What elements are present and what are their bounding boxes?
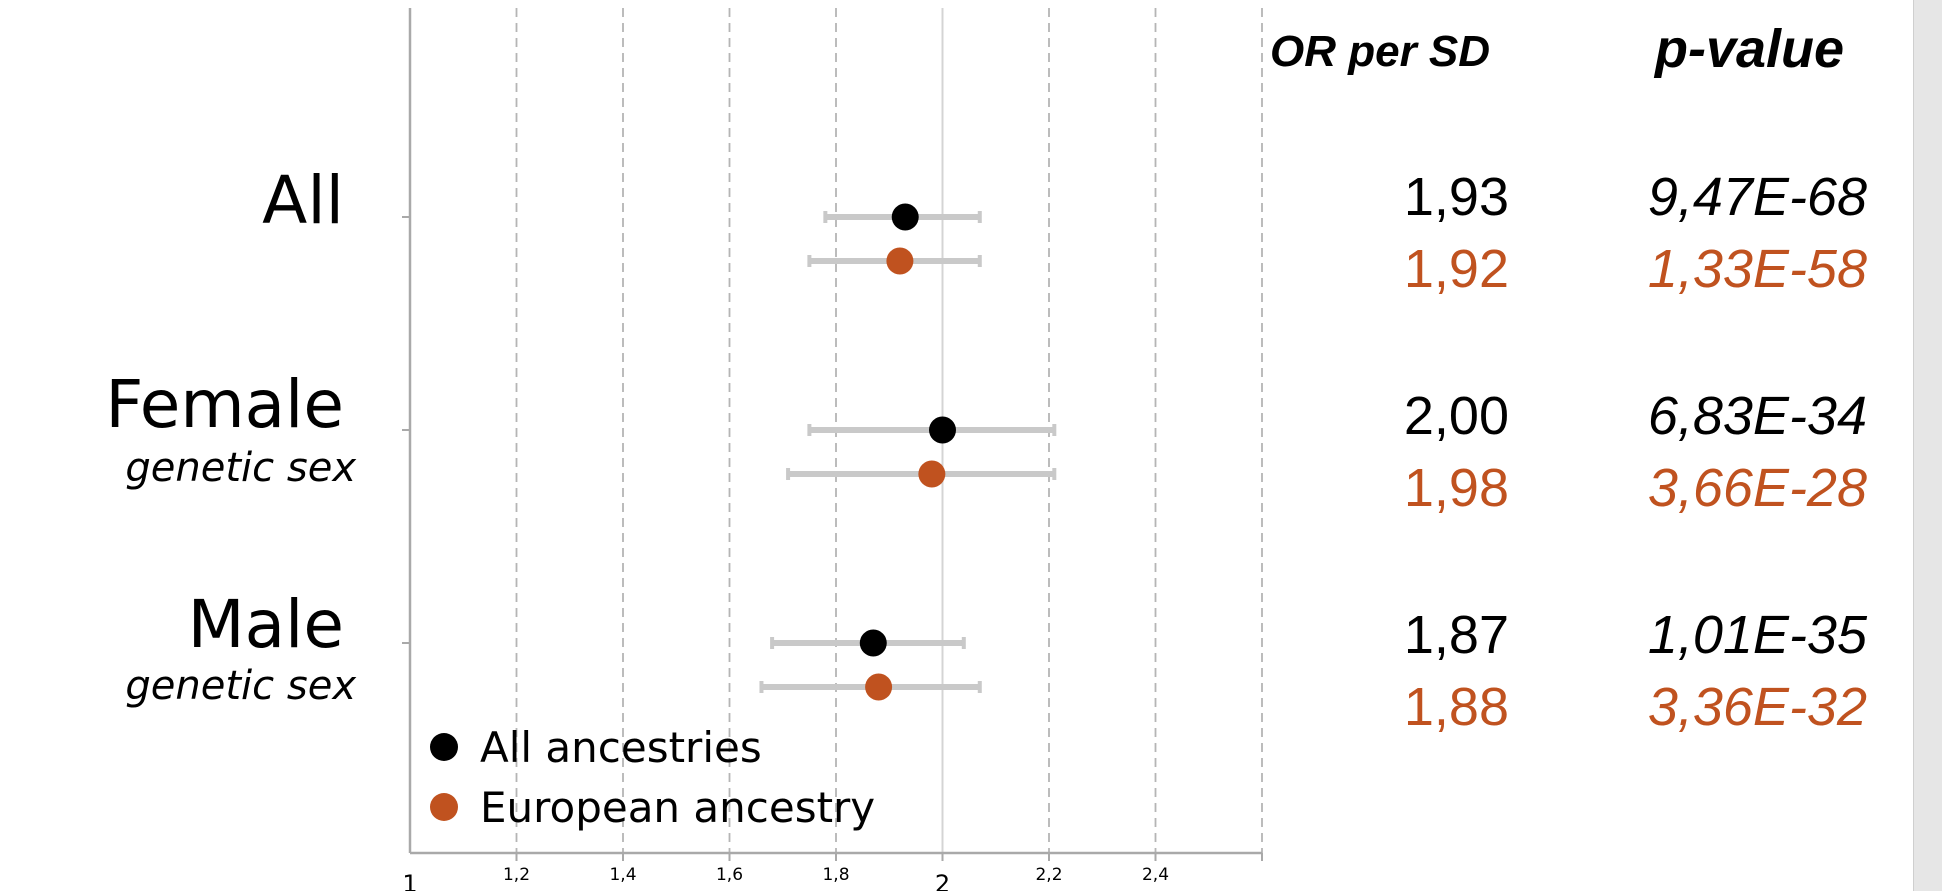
x-tick-labels: 1 1,2 1,4 1,6 1,8 2 2,2 2,4 (402, 865, 1169, 891)
p-value-all-all-ancestries: 9,47E-68 (1647, 167, 1867, 227)
p-value-female-all-ancestries: 6,83E-34 (1647, 386, 1867, 446)
or-value-all-european: 1,92 (1403, 239, 1509, 299)
or-value-male-european: 1,88 (1403, 677, 1509, 737)
legend-item-all-ancestries: All ancestries (430, 722, 762, 772)
x-tick-label: 2,4 (1142, 865, 1169, 885)
group-label-female: Female (105, 366, 344, 443)
or-value-female-european: 1,98 (1403, 458, 1509, 518)
or-value-all-all-ancestries: 1,93 (1403, 167, 1509, 227)
right-edge-strip (1913, 0, 1942, 891)
p-value-female-european: 3,66E-28 (1647, 458, 1867, 518)
legend-label-all-ancestries: All ancestries (480, 722, 762, 772)
point-all-series-0 (891, 203, 919, 231)
group-label-male: Male (187, 586, 344, 663)
p-value-male-european: 3,36E-32 (1647, 677, 1867, 737)
x-tick-label: 1,2 (503, 865, 530, 885)
legend-marker-european (430, 793, 458, 821)
x-tick-label: 2,2 (1035, 865, 1062, 885)
legend-label-european: European ancestry (480, 782, 876, 832)
p-value-male-all-ancestries: 1,01E-35 (1647, 605, 1867, 665)
point-all-series-1 (886, 247, 914, 275)
p-value-column-header: p-value (1655, 19, 1845, 79)
or-column-header: OR per SD (1270, 27, 1491, 76)
x-tick-label: 2 (935, 870, 950, 891)
or-value-female-all-ancestries: 2,00 (1403, 386, 1509, 446)
point-male-series-1 (865, 673, 893, 701)
group-label-all: All (262, 162, 344, 239)
x-tick-label: 1,4 (609, 865, 636, 885)
or-value-male-all-ancestries: 1,87 (1403, 605, 1509, 665)
point-estimates (859, 203, 956, 701)
x-tick-label: 1,8 (822, 865, 849, 885)
point-female-series-0 (929, 416, 956, 444)
group-sublabel-male: genetic sex (125, 663, 356, 709)
point-male-series-0 (859, 629, 887, 657)
x-tick-label: 1 (402, 870, 417, 891)
p-value-all-european: 1,33E-58 (1647, 239, 1867, 299)
confidence-intervals (759, 211, 1057, 693)
group-sublabel-female: genetic sex (125, 445, 356, 491)
axes (408, 8, 1262, 855)
point-female-series-1 (918, 460, 946, 488)
legend-marker-all-ancestries (430, 733, 458, 761)
x-tick-label: 1,6 (716, 865, 743, 885)
legend-item-european: European ancestry (430, 782, 875, 832)
